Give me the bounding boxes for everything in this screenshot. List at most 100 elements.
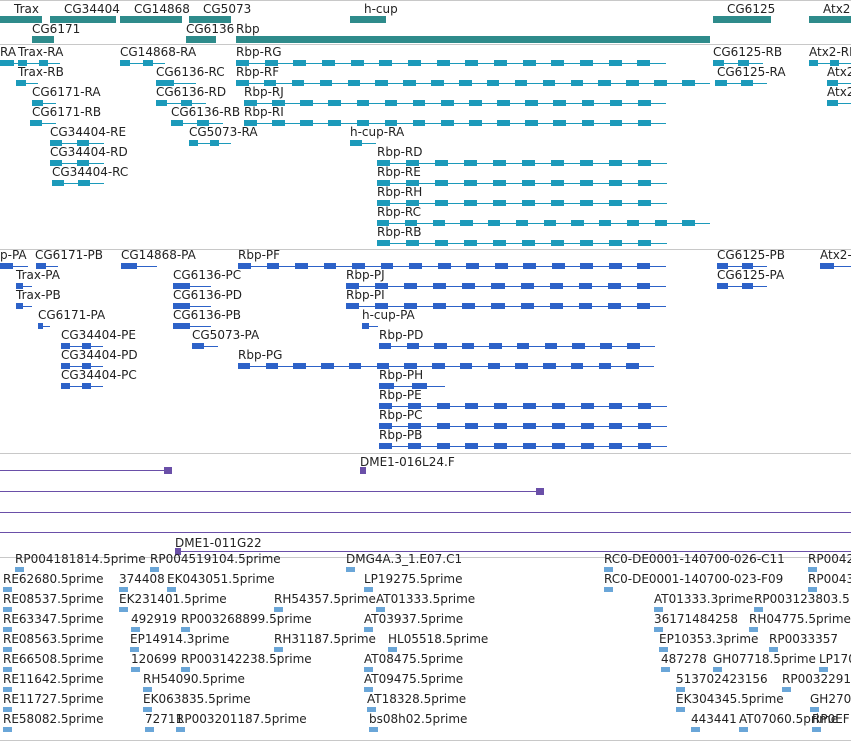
est-label[interactable]: 443441 (691, 712, 737, 726)
transcript-exon[interactable] (809, 60, 819, 66)
transcript-exon[interactable] (609, 100, 623, 106)
transcript-label[interactable]: Trax-RB (18, 65, 64, 79)
protein-exon[interactable] (626, 363, 639, 369)
transcript-exon[interactable] (464, 160, 478, 166)
transcript-exon[interactable] (377, 220, 390, 226)
gene-bar[interactable] (186, 36, 216, 43)
transcript-exon[interactable] (486, 80, 500, 86)
transcript-exon[interactable] (435, 160, 449, 166)
transcript-exon[interactable] (300, 120, 313, 126)
est-label[interactable]: 120699 (131, 652, 177, 666)
est-label[interactable]: AT01333.5prime (376, 592, 476, 606)
protein-exon[interactable] (436, 443, 450, 449)
protein-exon[interactable] (607, 283, 621, 289)
transcript-exon[interactable] (293, 60, 307, 66)
transcript-exon[interactable] (435, 180, 449, 186)
protein-exon[interactable] (465, 403, 479, 409)
est-label[interactable]: GH270 (810, 692, 851, 706)
gene-label[interactable]: Rbp (236, 22, 260, 36)
transcript-exon[interactable] (272, 120, 285, 126)
transcript-exon[interactable] (432, 220, 445, 226)
est-label[interactable]: RP0042 (808, 552, 851, 566)
transcript-exon[interactable] (77, 140, 90, 146)
protein-exon[interactable] (433, 303, 447, 309)
transcript-label[interactable]: CG6125-RA (717, 65, 786, 79)
est-bar[interactable] (808, 587, 817, 592)
protein-exon[interactable] (551, 423, 565, 429)
gene-bar[interactable] (120, 16, 182, 23)
transcript-exon[interactable] (522, 60, 536, 66)
est-bar[interactable] (167, 587, 176, 592)
transcript-exon[interactable] (319, 80, 333, 86)
transcript-exon[interactable] (497, 120, 510, 126)
protein-exon[interactable] (491, 283, 505, 289)
protein-exon[interactable] (637, 263, 651, 269)
protein-exon[interactable] (572, 343, 585, 349)
transcript-exon[interactable] (350, 140, 362, 146)
protein-exon[interactable] (379, 343, 392, 349)
clone-line[interactable] (0, 532, 851, 533)
gene-bar[interactable] (350, 16, 386, 23)
protein-exon[interactable] (717, 283, 729, 289)
est-label[interactable]: HL05518.5prime (388, 632, 489, 646)
transcript-exon[interactable] (553, 100, 567, 106)
protein-label[interactable]: CG14868-PA (121, 248, 196, 262)
est-bar[interactable] (654, 627, 663, 632)
gene-label[interactable]: CG6125 (727, 2, 776, 16)
transcript-label[interactable]: RA (0, 45, 17, 59)
transcript-exon[interactable] (384, 120, 398, 126)
protein-label[interactable]: Rbp-PJ (346, 268, 385, 282)
est-bar[interactable] (676, 687, 685, 692)
protein-exon[interactable] (523, 403, 536, 409)
est-bar[interactable] (119, 587, 128, 592)
protein-label[interactable]: Trax-PA (16, 268, 60, 282)
protein-exon[interactable] (580, 403, 594, 409)
protein-label[interactable]: CG6136-PB (173, 308, 242, 322)
est-label[interactable]: RE08537.5prime (3, 592, 104, 606)
est-label[interactable]: RP0EF (812, 712, 850, 726)
transcript-exon[interactable] (356, 100, 370, 106)
protein-label[interactable]: Atx2-P (820, 248, 851, 262)
protein-label[interactable]: CG6136-PC (173, 268, 242, 282)
protein-exon[interactable] (376, 363, 390, 369)
est-label[interactable]: RP0043 (808, 572, 851, 586)
gene-label[interactable]: CG5073 (203, 2, 252, 16)
protein-exon[interactable] (38, 323, 44, 329)
est-label[interactable]: RC0-DE0001-140700-026-C11 (604, 552, 785, 566)
transcript-exon[interactable] (440, 100, 454, 106)
transcript-exon[interactable] (377, 200, 391, 206)
est-label[interactable]: 374408 (119, 572, 165, 586)
gene-label[interactable]: CG34404 (64, 2, 120, 16)
transcript-exon[interactable] (599, 220, 612, 226)
transcript-label[interactable]: Rbp-RC (377, 205, 422, 219)
est-bar[interactable] (15, 567, 24, 572)
transcript-exon[interactable] (377, 160, 391, 166)
transcript-exon[interactable] (236, 60, 249, 66)
transcript-label[interactable]: CG6171-RB (32, 105, 102, 119)
gene-bar[interactable] (50, 16, 116, 23)
gene-label[interactable]: Atx2 (823, 2, 851, 16)
clone-label[interactable]: DME1-011G22 (175, 536, 262, 550)
transcript-exon[interactable] (497, 100, 510, 106)
transcript-exon[interactable] (50, 140, 63, 146)
transcript-label[interactable]: CG6125-RB (713, 45, 783, 59)
protein-exon[interactable] (16, 303, 24, 309)
est-label[interactable]: RE63347.5prime (3, 612, 104, 626)
transcript-label[interactable]: CG34404-RC (52, 165, 129, 179)
est-bar[interactable] (659, 647, 668, 652)
protein-label[interactable]: Trax-PB (16, 288, 61, 302)
transcript-exon[interactable] (551, 240, 565, 246)
est-label[interactable]: RP0033357 (769, 632, 839, 646)
protein-exon[interactable] (520, 303, 534, 309)
est-bar[interactable] (819, 667, 828, 672)
est-bar[interactable] (3, 727, 12, 732)
protein-exon[interactable] (82, 383, 92, 389)
protein-exon[interactable] (346, 303, 360, 309)
transcript-label[interactable]: Atx2 (827, 65, 851, 79)
protein-exon[interactable] (523, 443, 536, 449)
protein-exon[interactable] (609, 423, 623, 429)
transcript-label[interactable]: Rbp-RG (236, 45, 282, 59)
protein-label[interactable]: CG34404-PE (61, 328, 136, 342)
protein-exon[interactable] (638, 443, 652, 449)
est-label[interactable]: DMG4A.3_1.E07.C1 (346, 552, 463, 566)
